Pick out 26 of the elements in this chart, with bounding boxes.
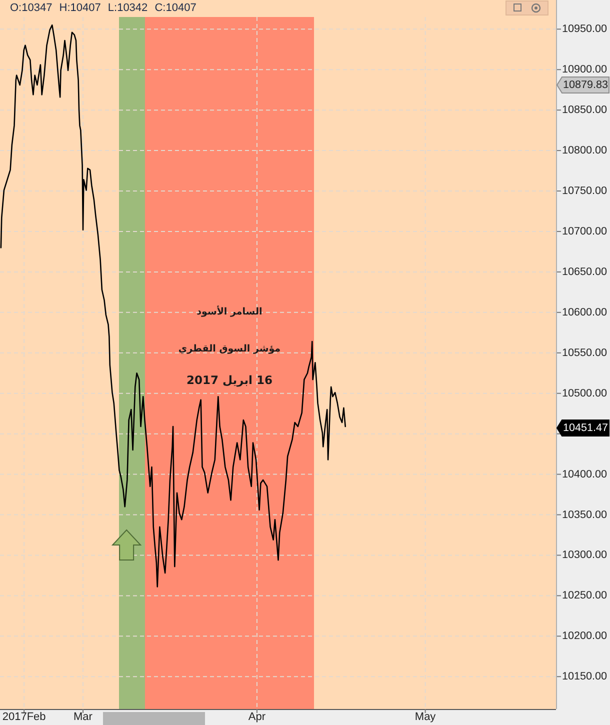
y-tick-label: 10350.00: [562, 508, 608, 521]
y-tick-label: 10550.00: [562, 346, 608, 359]
y-tick-label: 10400.00: [562, 468, 608, 480]
x-tick-label: Mar: [74, 711, 92, 723]
annotation: السامر الأسود: [196, 306, 262, 318]
y-tick-label: 10150.00: [562, 670, 608, 683]
y-tick-label: 10700.00: [562, 225, 608, 238]
y-tick-label: 10950.00: [562, 23, 608, 36]
y-tick-label: 10850.00: [562, 104, 608, 116]
y-tick-label: 10250.00: [562, 590, 608, 602]
x-tick-label: May: [414, 711, 436, 723]
y-tick-label: 10600.00: [562, 306, 608, 318]
y-tick-label: 10500.00: [562, 387, 608, 400]
x-tick-label: Apr: [248, 711, 266, 723]
annotation: 10451.47: [563, 422, 608, 434]
annotation: 16 ابريل 2017: [186, 373, 272, 387]
y-tick-label: 10300.00: [562, 549, 608, 562]
annotation: 10879.83: [563, 79, 608, 91]
y-tick-label: 10200.00: [562, 630, 608, 642]
ohlc-header: O:10347 H:10407 L:10342 C:10407: [10, 2, 196, 14]
y-tick-label: 10800.00: [562, 144, 608, 157]
annotation: مؤشر السوق القطري: [178, 344, 281, 354]
y-tick-label: 10900.00: [562, 64, 608, 76]
y-tick-label: 10750.00: [562, 185, 608, 197]
y-tick-label: 10650.00: [562, 266, 608, 278]
x-tick-label: 2017Feb: [2, 711, 46, 723]
